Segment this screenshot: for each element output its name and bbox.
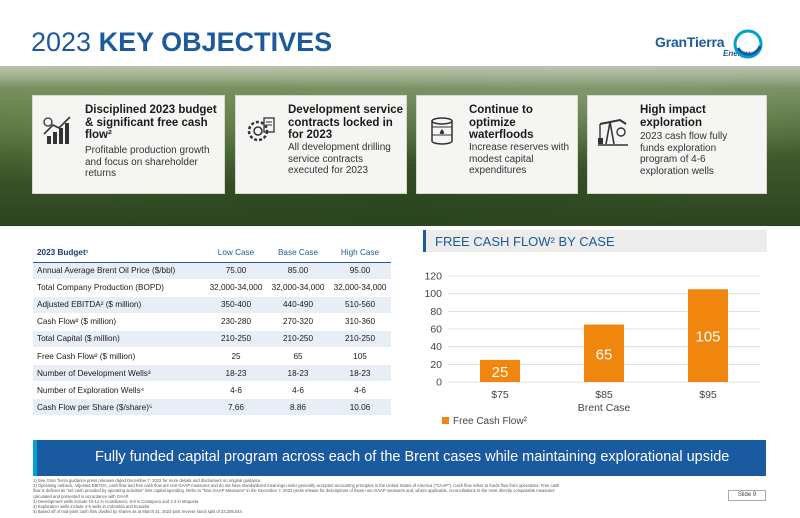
banner-sky xyxy=(0,66,800,88)
bar-value-label: 25 xyxy=(492,364,509,381)
footnote: 4) Exploration wells include 4-6 wells i… xyxy=(33,504,150,510)
x-tick-label: $85 xyxy=(595,389,613,401)
oil-barrel-icon xyxy=(431,117,453,145)
x-tick-label: $95 xyxy=(699,389,717,401)
logo-name: GranTierra xyxy=(655,34,725,50)
bar xyxy=(688,289,728,382)
legend-swatch xyxy=(442,417,449,424)
y-tick-label: 20 xyxy=(430,359,442,371)
card-heading: Disciplined 2023 budget & significant fr… xyxy=(85,104,217,141)
gear-money-icon xyxy=(247,117,275,142)
footer-banner: Fully funded capital program across each… xyxy=(33,440,766,476)
bar-value-label: 105 xyxy=(695,329,720,346)
card-heading: Continue to optimize waterfloods xyxy=(469,104,534,141)
objective-card-budget: Disciplined 2023 budget & significant fr… xyxy=(32,95,225,194)
x-tick-label: $75 xyxy=(491,389,509,401)
x-axis-label: Brent Case xyxy=(578,402,631,414)
table-row: Adjusted EBITDA² ($ million) 350-400 440… xyxy=(33,296,391,314)
page-title: 2023 KEY OBJECTIVES xyxy=(31,27,333,57)
bar xyxy=(480,359,520,382)
y-tick-label: 40 xyxy=(430,341,442,353)
logo-sub: Energy xyxy=(723,49,751,58)
pump-jack-icon xyxy=(598,118,628,146)
footnote: 2) Operating netback, Adjusted EBITDA, c… xyxy=(33,483,560,489)
footnote: 1) See Gran Tierra guidance press releas… xyxy=(33,478,262,483)
y-tick-label: 60 xyxy=(430,324,442,336)
footnote: 3) Development wells include 10-12 in Ac… xyxy=(33,498,199,504)
bar xyxy=(584,324,624,382)
logo-ring-icon xyxy=(733,29,763,59)
table-row: Total Company Production (BOPD) 32,000-3… xyxy=(33,279,391,297)
table-row: Free Cash Flow² ($ million) 25 65 105 xyxy=(33,347,391,366)
table-row: Number of Development Wells³ 18-23 18-23… xyxy=(33,364,391,383)
budget-table: 2023 Budget¹ Low Case Base Case High Cas… xyxy=(33,243,391,417)
y-tick-label: 120 xyxy=(424,271,442,283)
y-tick-label: 100 xyxy=(424,288,442,300)
free-cash-flow-chart: 0 20 40 60 80 100 120 25 $75 65 $85 105 $95 Brent Cas… xyxy=(424,271,760,427)
table-header-row: 2023 Budget¹ Low Case Base Case High Cas… xyxy=(33,243,391,263)
table-header-low: Low Case xyxy=(205,243,267,263)
chart-title-panel: FREE CASH FLOW² BY CASE xyxy=(423,230,767,252)
table-row: Total Capital ($ million) 210-250 210-25… xyxy=(33,330,391,348)
company-logo: GranTierra Energy xyxy=(655,28,775,64)
chart-growth-icon xyxy=(43,116,71,144)
footer-accent xyxy=(33,440,37,476)
y-tick-label: 0 xyxy=(436,377,442,389)
y-tick-label: 80 xyxy=(430,306,442,318)
footnote: 5) Based off of mid-point cash flow divi… xyxy=(33,509,242,515)
table-row: Cash Flow per Share ($/share)⁵ 7.66 8.86… xyxy=(33,398,391,417)
legend-label: Free Cash Flow² xyxy=(453,416,528,427)
footnotes: 1) See Gran Tierra guidance press releas… xyxy=(33,478,723,514)
chart-title: FREE CASH FLOW² BY CASE xyxy=(435,234,615,249)
table-header-base: Base Case xyxy=(267,243,329,263)
footnote: flow is defined as "net cash provided by… xyxy=(33,488,555,494)
table-row: Cash Flow² ($ million) 230-280 270-320 3… xyxy=(33,313,391,331)
objective-card-waterfloods: Continue to optimize waterfloods Increas… xyxy=(416,95,578,194)
footer-text: Fully funded capital program across each… xyxy=(95,449,730,465)
card-body: Increase reserves with modest capital ex… xyxy=(469,142,570,176)
card-body: All development drilling service contrac… xyxy=(288,142,391,176)
table-row: Annual Average Brent Oil Price ($/bbl) 7… xyxy=(33,262,391,280)
card-heading: Development service contracts locked in … xyxy=(288,104,404,141)
bar-value-label: 65 xyxy=(596,346,613,363)
card-body: Profitable production growth and focus o… xyxy=(85,145,210,179)
card-body: 2023 cash flow fully funds exploration p… xyxy=(640,131,728,177)
objective-card-contracts: Development service contracts locked in … xyxy=(235,95,407,194)
table-row: Number of Exploration Wells⁴ 4-6 4-6 4-6 xyxy=(33,381,391,400)
footnote: calculated and presented in accordance w… xyxy=(33,493,130,499)
slide-number: Slide 9 xyxy=(728,490,766,501)
table-header-label: 2023 Budget¹ xyxy=(33,243,205,263)
table-header-high: High Case xyxy=(329,243,391,263)
card-heading: High impact exploration xyxy=(640,104,706,129)
objective-card-exploration: High impact exploration 2023 cash flow f… xyxy=(587,95,767,194)
